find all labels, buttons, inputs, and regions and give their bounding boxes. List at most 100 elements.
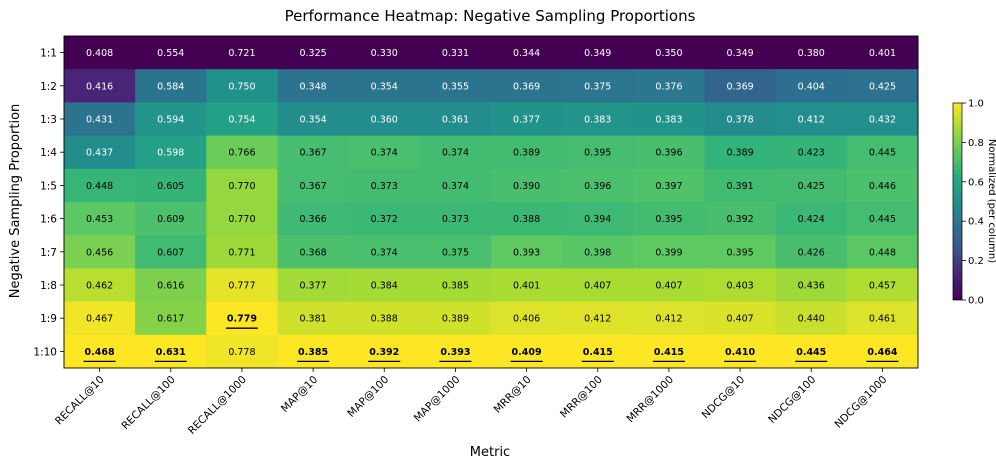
cell-value-label: 0.631: [156, 347, 186, 358]
cell-value-label: 0.770: [228, 214, 255, 225]
heatmap-cell: [633, 301, 705, 336]
cell-value-label: 0.331: [442, 48, 469, 59]
heatmap-cell: [704, 235, 777, 269]
heatmap-cell: [206, 36, 278, 70]
heatmap-cell: [206, 334, 278, 369]
heatmap-cell: [562, 235, 634, 269]
cell-value-label: 0.457: [869, 281, 896, 292]
cell-value-label: 0.366: [299, 214, 326, 225]
heatmap-cell: [277, 268, 350, 303]
heatmap-cell: [633, 69, 705, 103]
cell-value-label: 0.407: [655, 281, 682, 292]
heatmap-cell: [348, 301, 421, 336]
cell-value-label: 0.388: [371, 314, 398, 325]
cell-value-label: 0.617: [157, 314, 184, 325]
heatmap-cell: [64, 268, 136, 303]
cell-value-label: 0.375: [442, 247, 469, 258]
heatmap-cell: [419, 36, 492, 70]
heatmap-cell: [206, 268, 278, 303]
cell-value-label: 0.401: [869, 48, 896, 59]
cell-value-label: 0.464: [867, 347, 897, 358]
cell-value-label: 0.446: [869, 181, 896, 192]
cell-value-label: 0.445: [796, 347, 826, 358]
x-tick-label: MAP@1000: [412, 374, 463, 425]
heatmap-cell: [704, 135, 777, 170]
heatmap-cell: [206, 69, 278, 103]
cell-value-label: 0.425: [798, 181, 825, 192]
heatmap-cell-labels: 0.408 0.554 0.721 0.325 0.330 0.331 0.344 0.349…: [83, 48, 899, 363]
heatmap-cell: [491, 301, 563, 336]
cell-value-label: 0.410: [725, 347, 755, 358]
colorbar: [952, 102, 963, 301]
cell-value-label: 0.408: [86, 48, 113, 59]
cell-value-label: 0.388: [513, 214, 540, 225]
heatmap-cell: [277, 69, 350, 103]
heatmap-cell: [775, 102, 848, 137]
heatmap-cell: [206, 135, 278, 170]
heatmap-cell: [491, 135, 563, 170]
cell-value-label: 0.355: [442, 81, 469, 92]
x-tick-label: MRR@100: [558, 374, 605, 421]
heatmap-cell: [775, 202, 848, 236]
heatmap-cell: [775, 168, 848, 203]
heatmap-cell: [135, 235, 207, 269]
cell-value-label: 0.453: [86, 214, 113, 225]
cell-value-label: 0.448: [86, 181, 113, 192]
heatmap-cell: [348, 235, 421, 269]
heatmap-cell: [704, 36, 777, 70]
y-tick-label: 1:7: [40, 247, 57, 259]
heatmap-cell: [846, 69, 919, 103]
heatmap-cell: [562, 268, 634, 303]
cell-value-label: 0.325: [299, 48, 326, 59]
cell-value-label: 0.777: [228, 281, 255, 292]
heatmap-cell: [704, 268, 777, 303]
heatmap-cell: [704, 202, 777, 236]
y-tick-label: 1:10: [33, 346, 57, 358]
cell-value-label: 0.423: [798, 148, 825, 159]
heatmap-cell: [64, 202, 136, 236]
heatmap-cell: [277, 235, 350, 269]
cell-value-label: 0.395: [655, 214, 682, 225]
heatmap-cell: [135, 202, 207, 236]
cell-value-label: 0.396: [584, 181, 611, 192]
heatmap-cell: [64, 36, 136, 70]
cell-value-label: 0.584: [157, 81, 184, 92]
cell-value-label: 0.412: [584, 314, 611, 325]
cell-value-label: 0.348: [299, 81, 326, 92]
heatmap-cell: [419, 102, 492, 137]
heatmap-cell: [562, 202, 634, 236]
heatmap-cell: [562, 135, 634, 170]
cell-value-label: 0.467: [86, 314, 113, 325]
cell-value-label: 0.721: [228, 48, 255, 59]
heatmap-cell: [633, 135, 705, 170]
heatmap-cell: [64, 135, 136, 170]
cell-value-label: 0.374: [442, 181, 469, 192]
heatmap-cell: [491, 334, 563, 369]
heatmap-cell: [348, 36, 421, 70]
heatmap-cell: [348, 268, 421, 303]
heatmap-cell: [206, 202, 278, 236]
cell-value-label: 0.399: [655, 247, 682, 258]
heatmap-cell: [277, 334, 350, 369]
heatmap-cell: [491, 168, 563, 203]
x-tick-label: NDCG@1000: [833, 374, 890, 431]
heatmap-cell: [348, 135, 421, 170]
colorbar-tick-label: 0.8: [968, 138, 984, 149]
cell-value-label: 0.554: [157, 48, 184, 59]
heatmap-cell: [206, 235, 278, 269]
y-axis-ticks: 1:1 1:2 1:3 1:4 1:5 1:6 1:7 1:8 1:9 1:10: [33, 48, 64, 358]
heatmap-cell: [775, 334, 848, 369]
cell-value-label: 0.766: [228, 148, 255, 159]
cell-value-label: 0.374: [371, 148, 398, 159]
heatmap-cell: [64, 69, 136, 103]
heatmap-cell: [704, 334, 777, 369]
cell-value-label: 0.372: [371, 214, 398, 225]
colorbar-tick-label: 1.0: [968, 99, 984, 110]
cell-value-label: 0.395: [726, 247, 753, 258]
heatmap-cell: [135, 69, 207, 103]
cell-value-label: 0.381: [299, 314, 326, 325]
heatmap-cell: [491, 202, 563, 236]
heatmap-cell: [704, 102, 777, 137]
cell-value-label: 0.354: [299, 115, 326, 126]
